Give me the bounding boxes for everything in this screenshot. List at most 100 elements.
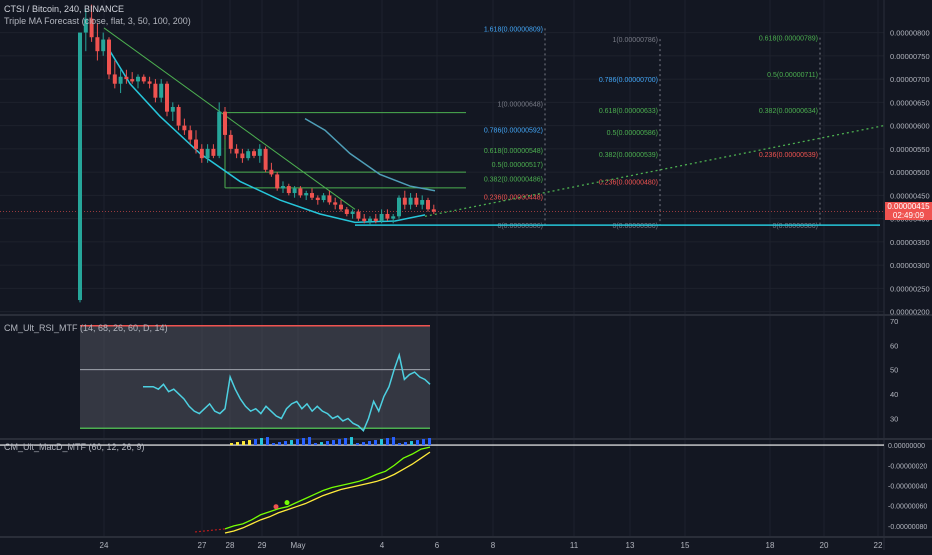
fib-level-label: 0.786(0.00000592) [484,127,543,134]
candle [223,106,227,140]
macd-histogram-bar [236,442,239,446]
candle-body [431,209,436,212]
candle-body [107,39,111,75]
time-tick-label: 11 [570,541,579,550]
candle [269,162,274,177]
candle [107,37,111,80]
candle-body [217,111,222,156]
macd-histogram-bar [404,442,407,446]
candle-body [298,188,303,196]
macd-tick-label: -0.00000060 [888,504,927,511]
price-tick-label: 0.00000500 [890,168,930,177]
candle-body [252,151,256,156]
macd-histogram-bar [416,440,419,446]
macd-histogram-bar [308,437,311,446]
candle [344,207,349,217]
candle [159,79,164,103]
candle-body [368,218,372,221]
candle-body [292,188,297,194]
candle [130,72,135,84]
candle-body [211,148,216,156]
time-tick-label: 4 [380,541,385,550]
candle [339,200,343,212]
candle-body [414,197,419,205]
macd-histogram-bar [284,441,287,446]
price-tick-label: 0.00000350 [890,238,930,247]
candle-body [362,218,367,221]
fib-level-label: 0.618(0.00000548) [484,148,543,155]
candle-body [344,209,349,214]
candle [136,74,140,89]
candle-body [350,211,355,214]
macd-histogram-bar [314,443,317,446]
candle [350,209,355,219]
candle [356,209,361,221]
candle [292,186,297,198]
macd-histogram-bar [248,440,251,446]
fib-level-label: 1(0.00000648) [497,101,543,108]
macd-histogram-bar [254,439,257,446]
macd-cross-dot [284,500,290,506]
macd-histogram-bar [242,441,245,446]
candle-body [240,153,245,159]
indicator-title[interactable]: Triple MA Forecast (close, flat, 3, 50, … [4,16,191,26]
macd-cross-dot [273,504,279,510]
macd-tick-label: -0.00000020 [888,463,927,470]
macd-histogram-bar [428,438,431,446]
candle-body [333,202,338,205]
candle-body [141,76,146,82]
candle-body [124,76,129,80]
macd-histogram-bar [386,438,389,446]
candle [124,69,129,84]
macd-line [224,446,431,530]
candle-body [426,200,430,210]
candle-body [159,83,164,98]
candle-body [234,148,239,154]
price-tick-label: 0.00000700 [890,75,930,84]
candle-body [223,111,227,135]
candle-body [95,37,100,52]
candle [275,172,280,191]
rsi-tick-label: 30 [890,414,898,423]
candle [153,79,158,103]
rsi-tick-label: 60 [890,341,898,350]
candle [205,144,210,163]
macd-tick-label: -0.00000040 [888,483,927,490]
candle [310,188,314,201]
candle [402,190,407,210]
time-tick-label: 8 [491,541,496,550]
candle [385,209,390,221]
candle [194,130,198,154]
rsi-tick-label: 70 [890,317,898,326]
macd-early-segment [194,528,226,533]
macd-histogram-bar [362,442,365,446]
candle [362,213,367,224]
candle-body [257,148,262,156]
macd-histogram-bar [374,440,377,446]
candle-body [112,74,117,84]
macd-histogram-bar [392,437,395,446]
rsi-panel-title[interactable]: CM_Ult_RSI_MTF (14, 68, 26, 60, D, 14) [4,323,168,333]
candle-body [310,193,314,198]
price-tick-label: 0.00000550 [890,145,930,154]
candle-body [147,81,152,84]
price-badge: 0.00000415 02:49:09 [885,202,932,220]
candle [141,74,146,84]
candle-body [269,169,274,175]
candle [240,148,245,163]
price-tick-label: 0.00000600 [890,122,930,131]
time-tick-label: 27 [198,541,207,550]
candle-body [83,18,88,33]
macd-histogram-bar [278,442,281,446]
macd-panel-title[interactable]: CM_Ult_MacD_MTF (60, 12, 26, 9) [4,442,145,452]
candle [373,213,378,224]
price-tick-label: 0.00000200 [890,308,930,317]
candle [182,118,187,135]
candle [252,148,256,159]
candle-body [263,148,268,170]
candle-body [397,197,401,217]
candle [298,186,303,198]
candle [170,102,175,121]
